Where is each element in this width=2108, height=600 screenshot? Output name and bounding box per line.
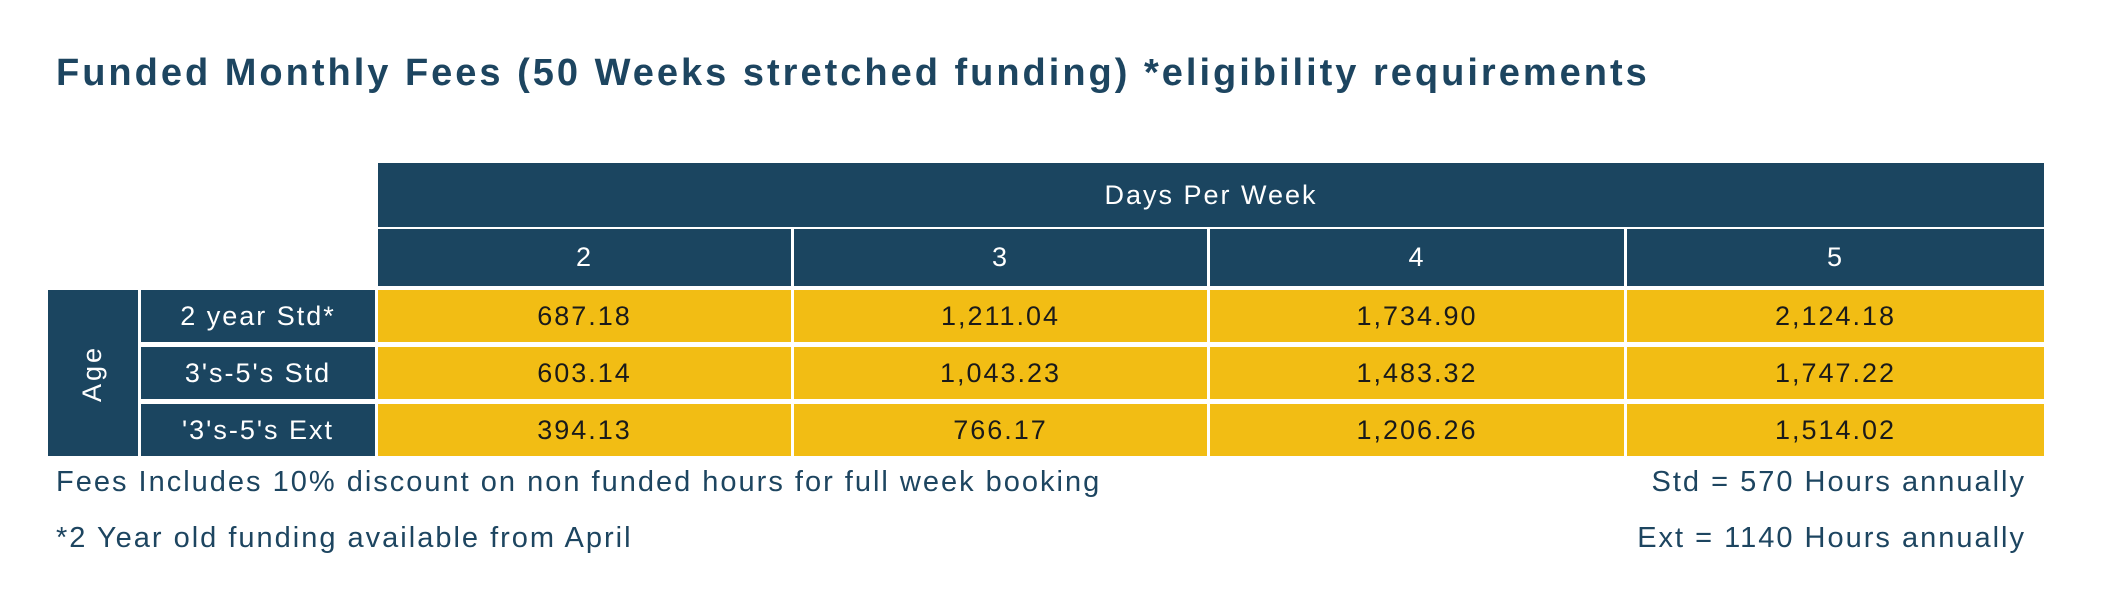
row-label-2-year-std: 2 year Std* bbox=[141, 290, 375, 342]
fee-cell: 1,734.90 bbox=[1210, 290, 1624, 342]
fee-cell: 1,211.04 bbox=[794, 290, 1207, 342]
column-header-2: 2 bbox=[378, 229, 791, 286]
discount-note: Fees Includes 10% discount on non funded… bbox=[56, 466, 1102, 498]
page-title: Funded Monthly Fees (50 Weeks stretched … bbox=[56, 52, 1650, 94]
column-header-3: 3 bbox=[794, 229, 1207, 286]
column-header-4: 4 bbox=[1210, 229, 1624, 286]
fee-cell: 2,124.18 bbox=[1627, 290, 2044, 342]
fee-cell: 1,206.26 bbox=[1210, 404, 1624, 456]
funding-note: *2 Year old funding available from April bbox=[56, 522, 633, 554]
fee-cell: 394.13 bbox=[378, 404, 791, 456]
row-label-3s-5s-std: 3's-5's Std bbox=[141, 347, 375, 399]
fee-cell: 603.14 bbox=[378, 347, 791, 399]
ext-hours-note: Ext = 1140 Hours annually bbox=[1637, 522, 2026, 554]
std-hours-note: Std = 570 Hours annually bbox=[1651, 466, 2026, 498]
days-per-week-header: Days Per Week bbox=[378, 163, 2044, 227]
fee-cell: 687.18 bbox=[378, 290, 791, 342]
column-header-5: 5 bbox=[1627, 229, 2044, 286]
age-group-label: Age bbox=[48, 290, 138, 456]
fee-cell: 1,514.02 bbox=[1627, 404, 2044, 456]
fee-cell: 1,747.22 bbox=[1627, 347, 2044, 399]
fee-cell: 766.17 bbox=[794, 404, 1207, 456]
row-label-3s-5s-ext: '3's-5's Ext bbox=[141, 404, 375, 456]
age-label-text: Age bbox=[77, 344, 108, 402]
fee-cell: 1,483.32 bbox=[1210, 347, 1624, 399]
fee-cell: 1,043.23 bbox=[794, 347, 1207, 399]
